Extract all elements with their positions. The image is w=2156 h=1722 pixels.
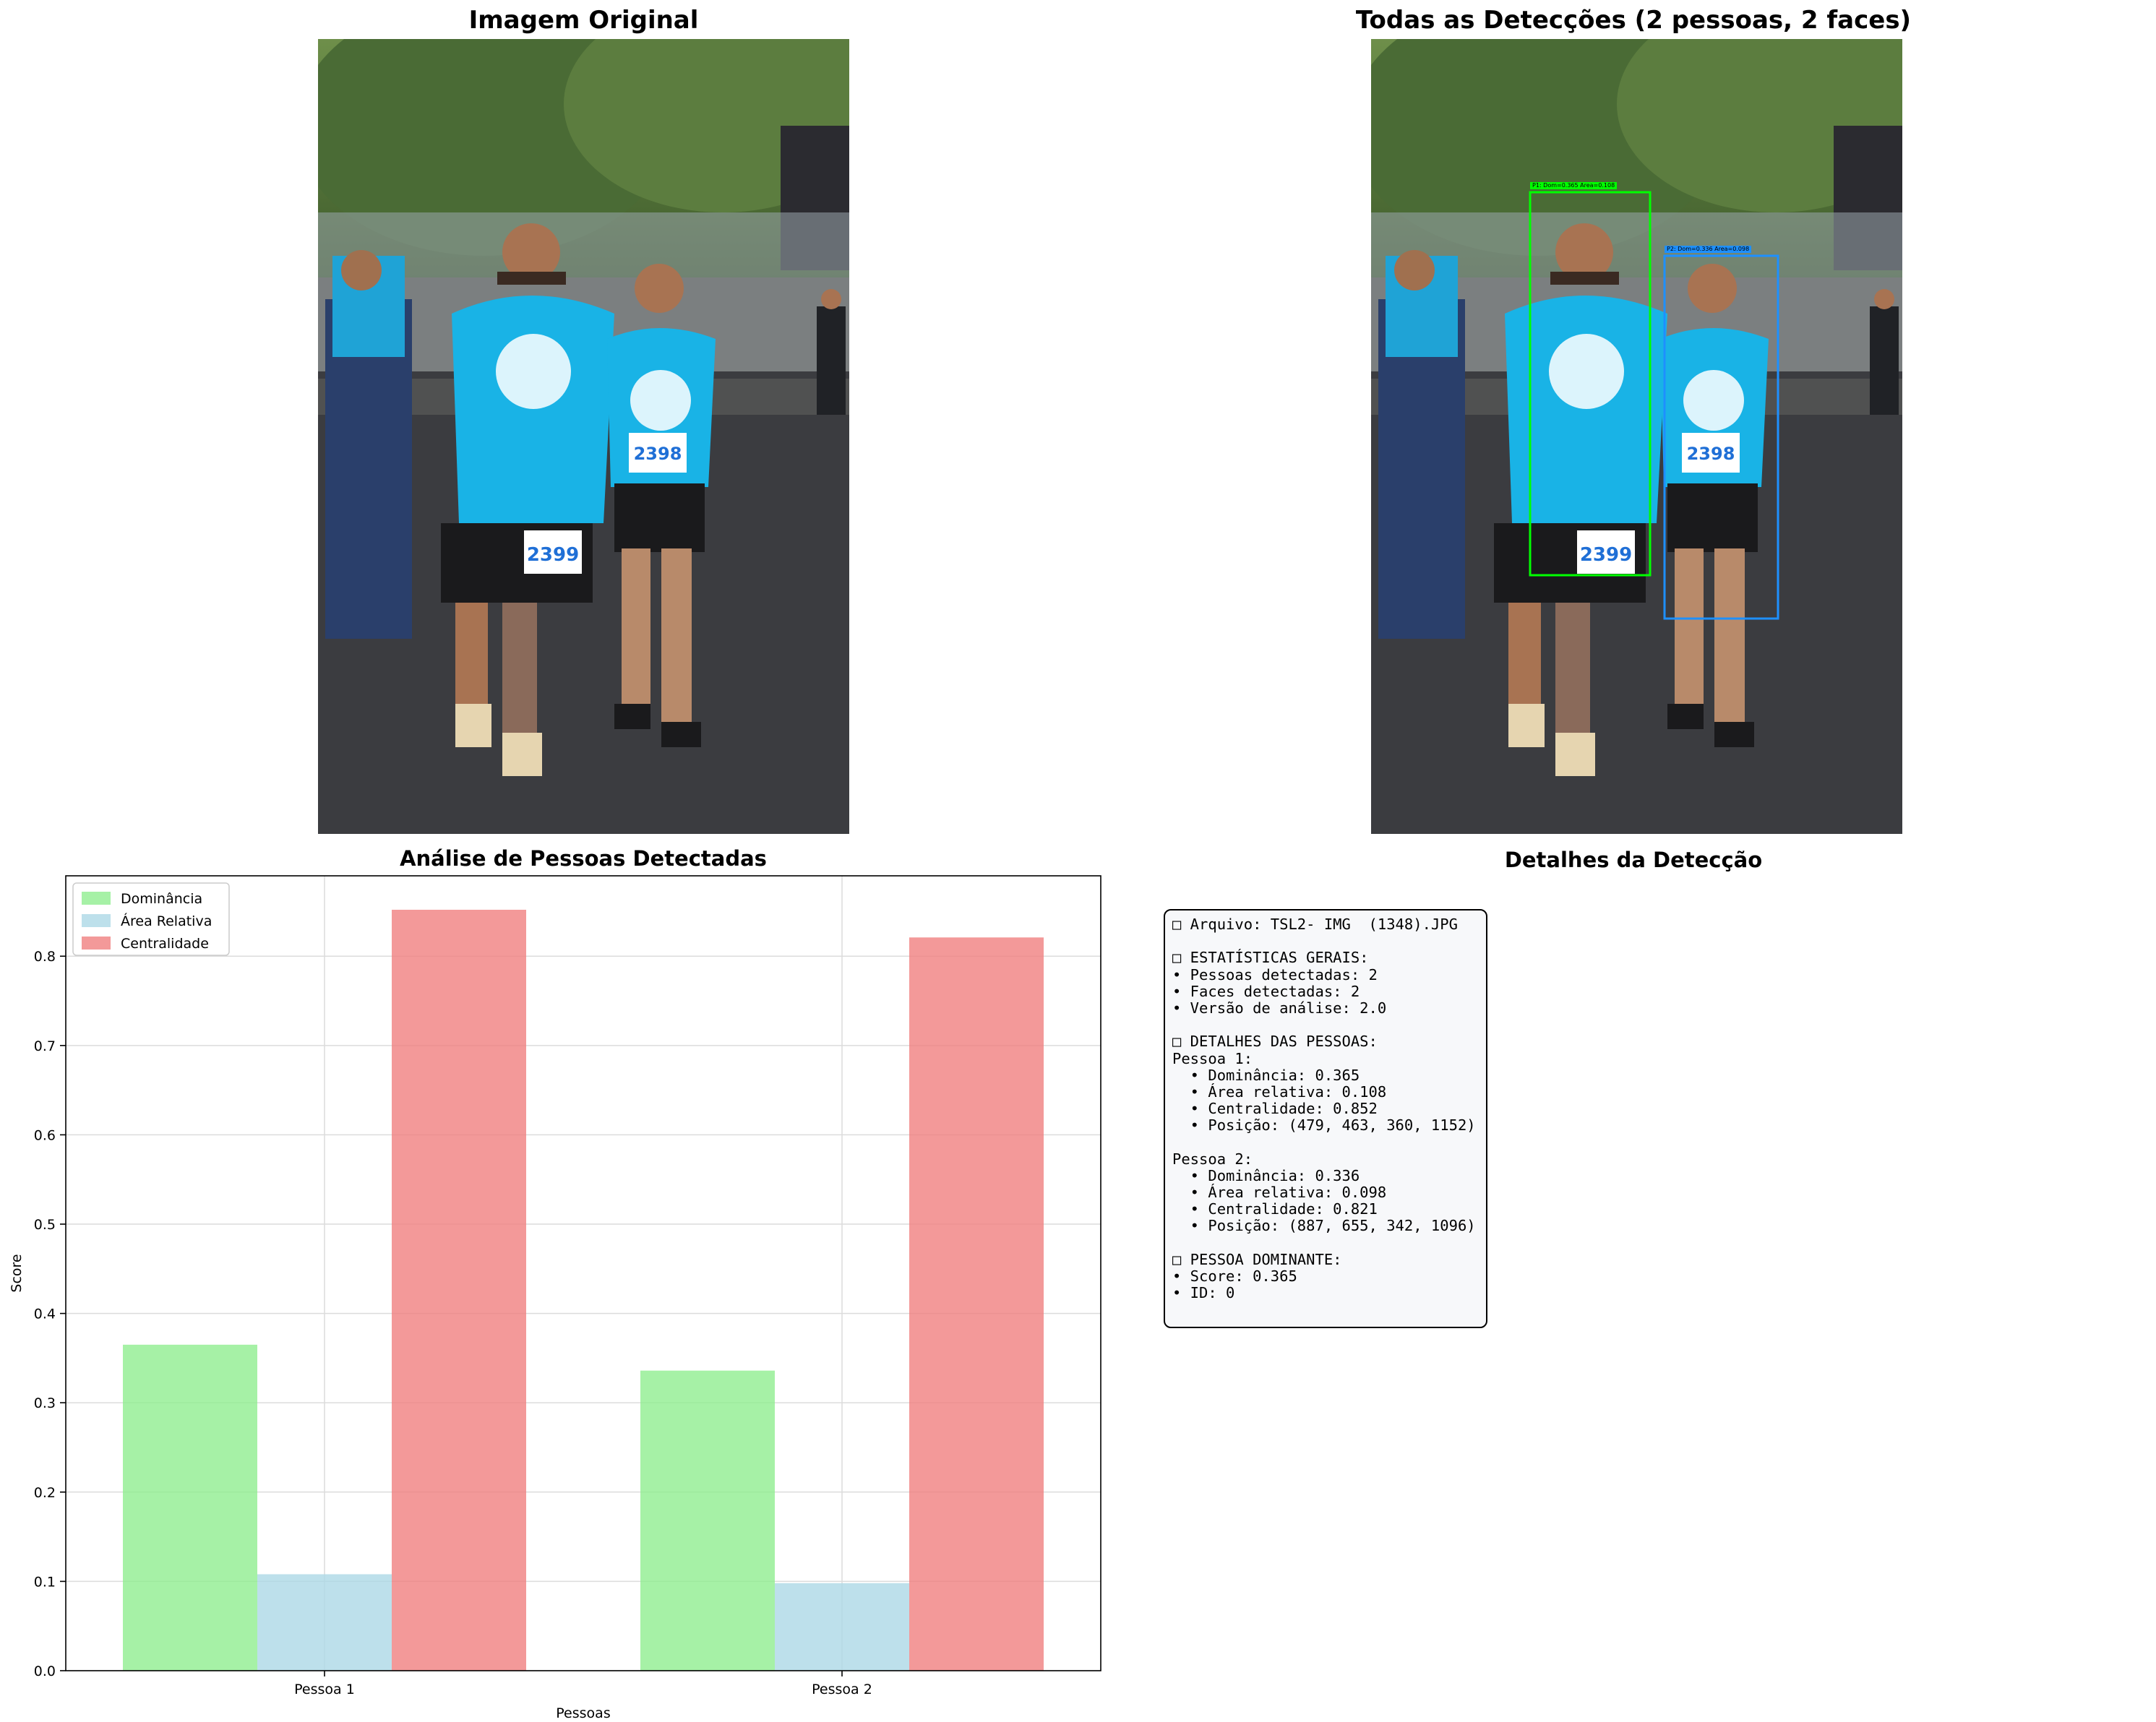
detail-line: • Posição: (479, 463, 360, 1152) — [1172, 1116, 1476, 1135]
running-event-scene: 2399 2398 — [318, 39, 849, 834]
detail-line: • ID: 0 — [1172, 1284, 1235, 1302]
bar-3-1 — [392, 909, 526, 1671]
detail-line: • Faces detectadas: 2 — [1172, 982, 1360, 1000]
person-1-box — [1529, 191, 1652, 577]
detail-line: • Área relativa: 0.108 — [1172, 1082, 1387, 1101]
y-axis-label: Score — [9, 1254, 25, 1292]
x-tick-label: Pessoa 1 — [294, 1682, 355, 1697]
legend-label: Área Relativa — [121, 913, 212, 929]
chart-legend: Dominância Área Relativa Centralidade — [72, 882, 230, 956]
y-tick-label: 0.7 — [34, 1038, 56, 1054]
bar-1-1 — [123, 1344, 257, 1671]
plot-frame — [65, 875, 1101, 1671]
y-tick-label: 0.5 — [34, 1217, 56, 1233]
detections-image-title: Todas as Detecções (2 pessoas, 2 faces) — [1355, 6, 1912, 35]
chart-title: Análise de Pessoas Detectadas — [400, 846, 767, 871]
detail-line — [1172, 1017, 1479, 1033]
detections-photo: 2399 2398 P1: Dom=0.365 Area=0.108 P2: D… — [1371, 39, 1902, 834]
bar-2-2 — [775, 1583, 909, 1671]
bib-number-right-annotated: 2398 — [1687, 444, 1735, 464]
detail-line: □ DETALHES DAS PESSOAS: — [1172, 1033, 1378, 1051]
detail-line: • Centralidade: 0.852 — [1172, 1100, 1378, 1118]
y-tick-label: 0.6 — [34, 1127, 56, 1143]
detail-line: • Versão de análise: 2.0 — [1172, 999, 1387, 1017]
detail-line: • Centralidade: 0.821 — [1172, 1200, 1378, 1218]
x-axis-label: Pessoas — [556, 1705, 610, 1721]
detail-line: • Score: 0.365 — [1172, 1267, 1297, 1285]
person-2-box — [1663, 254, 1779, 620]
bar-2-1 — [257, 1574, 392, 1671]
y-tick-label: 0.0 — [34, 1663, 56, 1679]
legend-label: Dominância — [121, 891, 202, 907]
y-tick-label: 0.4 — [34, 1306, 56, 1322]
legend-swatch — [82, 937, 111, 950]
bar-3-2 — [909, 937, 1044, 1671]
detail-line: • Dominância: 0.336 — [1172, 1166, 1360, 1184]
bib-number-right: 2398 — [634, 444, 682, 464]
detail-line — [1172, 1134, 1479, 1150]
original-image-title: Imagem Original — [468, 6, 699, 35]
details-title: Detalhes da Detecção — [1504, 848, 1763, 872]
person-2-box-label: P2: Dom=0.336 Area=0.098 — [1665, 246, 1752, 253]
detail-line — [1172, 933, 1479, 950]
detail-line: • Área relativa: 0.098 — [1172, 1184, 1387, 1201]
legend-swatch — [82, 914, 111, 927]
bib-number-left: 2399 — [527, 544, 579, 566]
running-event-scene-annotated: 2399 2398 — [1371, 39, 1902, 834]
detail-line: □ ESTATÍSTICAS GERAIS: — [1172, 949, 1369, 967]
detail-line — [1172, 1235, 1479, 1252]
bib-number-left-annotated: 2399 — [1580, 544, 1632, 566]
detail-line: • Dominância: 0.365 — [1172, 1066, 1360, 1084]
legend-swatch — [82, 892, 111, 905]
person-1-box-label: P1: Dom=0.365 Area=0.108 — [1530, 182, 1618, 189]
y-tick-label: 0.8 — [34, 949, 56, 965]
y-tick-label: 0.2 — [34, 1485, 56, 1501]
y-tick-label: 0.3 — [34, 1395, 56, 1411]
detection-details-box: □ Arquivo: TSL2- IMG (1348).JPG □ ESTATÍS… — [1164, 909, 1487, 1328]
people-analysis-chart: Análise de Pessoas Detectadas 0.0 0.1 0.2 0.… — [9, 846, 1101, 1721]
original-photo: 2399 2398 — [318, 39, 849, 834]
detail-line: □ Arquivo: TSL2- IMG (1348).JPG — [1172, 916, 1458, 933]
detail-line: Pessoa 2: — [1172, 1150, 1253, 1168]
detail-line: Pessoa 1: — [1172, 1049, 1253, 1067]
detail-line: • Pessoas detectadas: 2 — [1172, 965, 1378, 983]
y-tick-label: 0.1 — [34, 1574, 56, 1590]
bar-1-2 — [640, 1370, 775, 1671]
legend-frame — [72, 882, 230, 956]
detail-line: □ PESSOA DOMINANTE: — [1172, 1250, 1342, 1268]
legend-label: Centralidade — [121, 936, 209, 952]
detail-line: • Posição: (887, 655, 342, 1096) — [1172, 1217, 1476, 1235]
x-tick-label: Pessoa 2 — [812, 1682, 872, 1697]
